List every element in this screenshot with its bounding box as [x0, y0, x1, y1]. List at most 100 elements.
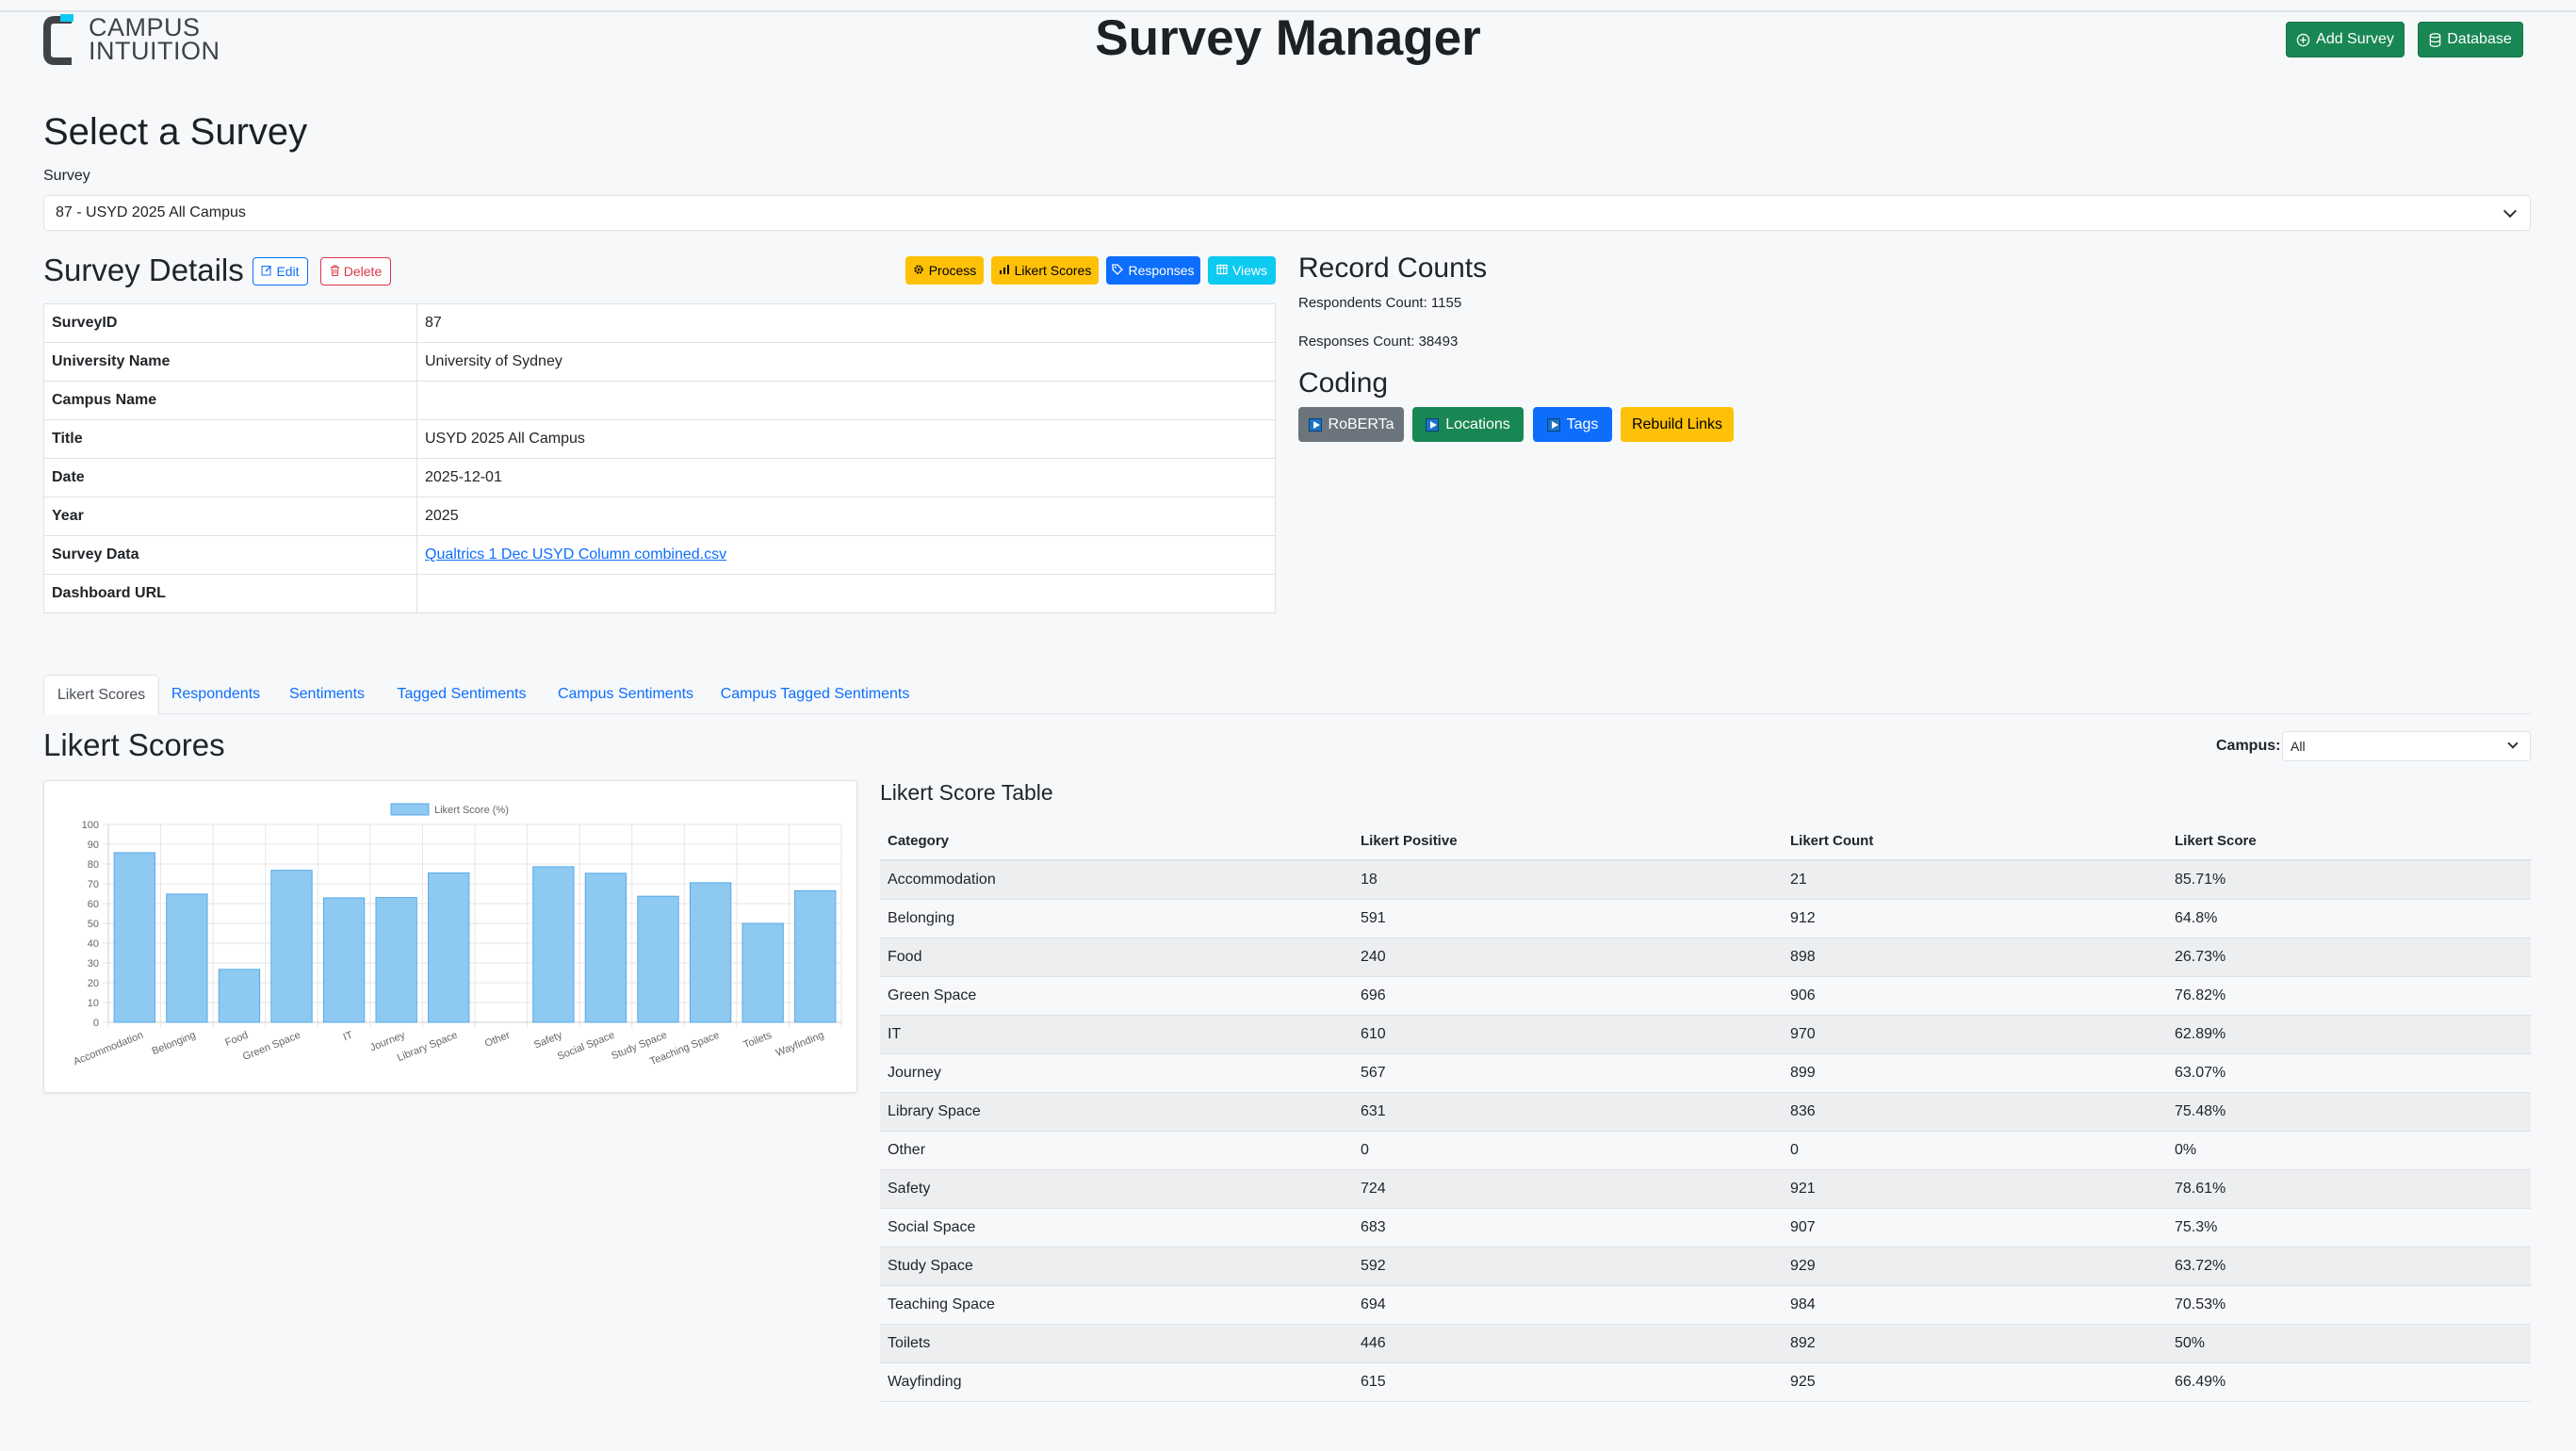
app-title: Survey Manager: [1095, 10, 1481, 66]
survey-select-value: 87 - USYD 2025 All Campus: [56, 204, 246, 220]
locations-button[interactable]: Locations: [1412, 407, 1524, 442]
responses-count: Responses Count: 38493: [1298, 334, 1459, 350]
views-button[interactable]: Views: [1208, 256, 1276, 285]
x-tick-label: Belonging: [151, 1030, 198, 1057]
detail-row: Title USYD 2025 All Campus: [43, 419, 1276, 459]
cell-likert-positive: 615: [1353, 1362, 1783, 1402]
y-tick-label: 10: [88, 998, 99, 1009]
legend-label: Likert Score (%): [434, 805, 509, 816]
cell-likert-positive: 696: [1353, 976, 1783, 1016]
y-tick-label: 60: [88, 899, 99, 910]
detail-key: SurveyID: [43, 303, 417, 343]
cell-likert-score: 78.61%: [2167, 1169, 2531, 1209]
cell-likert-count: 892: [1783, 1324, 2167, 1363]
detail-row: Dashboard URL: [43, 574, 1276, 613]
cell-likert-score: 62.89%: [2167, 1015, 2531, 1054]
bar: [218, 969, 261, 1023]
tags-button[interactable]: Tags: [1533, 407, 1612, 442]
cell-likert-positive: 0: [1353, 1131, 1783, 1170]
legend-swatch: [390, 803, 430, 816]
likert-chart-card: 0 10 20 30 40 50 60 70 80 90 100 Accommodation Belon…: [43, 780, 857, 1093]
survey-details-heading: Survey Details: [43, 253, 244, 287]
column-header-likert-positive: Likert Positive: [1353, 822, 1783, 861]
table-row: Green Space 696 906 76.82%: [880, 976, 2531, 1016]
cell-likert-count: 21: [1783, 860, 2167, 900]
responses-button[interactable]: Responses: [1106, 256, 1200, 285]
bar: [322, 897, 366, 1023]
detail-value: USYD 2025 All Campus: [416, 419, 1276, 459]
rebuild-links-button[interactable]: Rebuild Links: [1621, 407, 1734, 442]
table-icon: [1216, 263, 1228, 278]
likert-scores-button[interactable]: Likert Scores: [991, 256, 1099, 285]
table-row: Safety 724 921 78.61%: [880, 1169, 2531, 1209]
roberta-button[interactable]: RoBERTa: [1298, 407, 1404, 442]
x-tick-label: Green Space: [241, 1030, 302, 1063]
detail-value: [416, 574, 1276, 613]
detail-key: University Name: [43, 342, 417, 382]
play-icon: [1308, 417, 1322, 432]
cell-likert-count: 984: [1783, 1285, 2167, 1325]
locations-label: Locations: [1445, 416, 1510, 432]
tab-tagged-sentiments[interactable]: Tagged Sentiments: [397, 686, 527, 702]
detail-row: Survey Data Qualtrics 1 Dec USYD Column c…: [43, 535, 1276, 575]
delete-label: Delete: [343, 264, 383, 279]
likert-table-heading: Likert Score Table: [880, 780, 1053, 805]
tab-sentiments[interactable]: Sentiments: [288, 686, 366, 702]
table-row: Teaching Space 694 984 70.53%: [880, 1285, 2531, 1325]
table-row: IT 610 970 62.89%: [880, 1015, 2531, 1054]
x-tick-label: Social Space: [556, 1030, 616, 1063]
cell-likert-score: 75.3%: [2167, 1208, 2531, 1247]
chevron-down-icon: [2503, 204, 2518, 219]
survey-details-table: SurveyID 87 University Name University of …: [43, 303, 1276, 613]
detail-value: University of Sydney: [416, 342, 1276, 382]
cell-category: Wayfinding: [880, 1362, 1353, 1402]
detail-row: Year 2025: [43, 497, 1276, 536]
likert-bar-chart: 0 10 20 30 40 50 60 70 80 90 100 Accommodation Belon…: [72, 803, 842, 1068]
campus-select[interactable]: All: [2282, 731, 2531, 761]
process-button[interactable]: Process: [905, 256, 984, 285]
delete-button[interactable]: Delete: [320, 257, 391, 285]
bar-chart-icon: [999, 263, 1010, 278]
campus-intuition-logo[interactable]: CAMPUS INTUITION: [43, 13, 220, 66]
survey-select[interactable]: 87 - USYD 2025 All Campus: [43, 195, 2531, 231]
survey-data-link[interactable]: Qualtrics 1 Dec USYD Column combined.csv: [425, 546, 727, 562]
bar: [375, 897, 417, 1023]
likert-score-table: Category Likert Positive Likert Count Li…: [880, 822, 2531, 1402]
bar: [428, 872, 470, 1023]
y-tick-label: 0: [93, 1018, 99, 1029]
tab-likert-scores[interactable]: Likert Scores: [43, 675, 159, 715]
cell-likert-count: 906: [1783, 976, 2167, 1016]
cell-likert-score: 63.72%: [2167, 1247, 2531, 1286]
detail-value: 2025-12-01: [416, 458, 1276, 497]
tab-campus-tagged-sentiments[interactable]: Campus Tagged Sentiments: [720, 686, 910, 702]
bar: [794, 889, 837, 1023]
database-button[interactable]: Database: [2418, 22, 2523, 57]
tab-campus-sentiments[interactable]: Campus Sentiments: [557, 686, 694, 702]
add-survey-button[interactable]: Add Survey: [2286, 22, 2405, 57]
detail-row: University Name University of Sydney: [43, 342, 1276, 382]
edit-button[interactable]: Edit: [253, 257, 308, 285]
cell-category: Food: [880, 937, 1353, 977]
tab-respondents[interactable]: Respondents: [171, 686, 261, 702]
cell-likert-count: 912: [1783, 899, 2167, 938]
cell-category: Green Space: [880, 976, 1353, 1016]
cell-likert-positive: 592: [1353, 1247, 1783, 1286]
detail-key: Dashboard URL: [43, 574, 417, 613]
detail-row: SurveyID 87: [43, 303, 1276, 343]
cell-likert-score: 85.71%: [2167, 860, 2531, 900]
pencil-icon: [261, 264, 272, 279]
select-survey-heading: Select a Survey: [43, 111, 308, 153]
column-header-likert-count: Likert Count: [1783, 822, 2167, 861]
x-tick-label: Food: [223, 1030, 250, 1050]
cell-likert-positive: 694: [1353, 1285, 1783, 1325]
detail-key: Campus Name: [43, 381, 417, 420]
y-tick-label: 30: [88, 958, 99, 970]
table-row: Library Space 631 836 75.48%: [880, 1092, 2531, 1132]
rebuild-links-label: Rebuild Links: [1631, 416, 1723, 432]
cell-category: Belonging: [880, 899, 1353, 938]
responses-label: Responses: [1128, 263, 1195, 278]
cell-likert-score: 63.07%: [2167, 1053, 2531, 1093]
top-border: [0, 10, 2576, 12]
cell-category: Journey: [880, 1053, 1353, 1093]
cell-likert-count: 970: [1783, 1015, 2167, 1054]
